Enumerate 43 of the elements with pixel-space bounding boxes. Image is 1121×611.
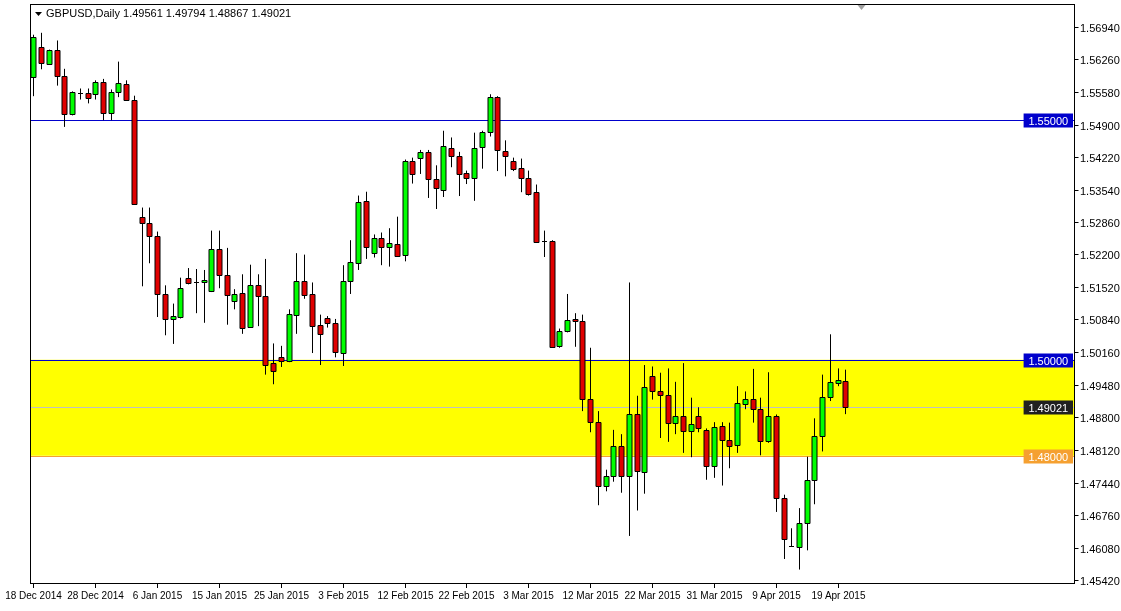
x-tick-label: 6 Jan 2015 xyxy=(132,590,183,601)
x-tick-label: 22 Mar 2015 xyxy=(624,590,682,601)
y-tick-label: 1.51520 xyxy=(1080,281,1120,294)
x-tick-label: 18 Dec 2014 xyxy=(5,590,63,601)
x-tick-label: 28 Dec 2014 xyxy=(67,590,125,601)
y-tick-label: 1.52860 xyxy=(1080,216,1120,229)
x-tick-label: 12 Feb 2015 xyxy=(377,590,435,601)
y-tick-label: 1.55580 xyxy=(1080,86,1120,99)
y-tick-label: 1.50840 xyxy=(1080,313,1120,326)
y-tick-label: 1.47440 xyxy=(1080,477,1120,490)
candlestick xyxy=(193,268,200,314)
chart-title: GBPUSD,Daily 1.49561 1.49794 1.48867 1.49021 xyxy=(46,7,292,19)
y-tick-label: 1.54220 xyxy=(1080,151,1120,164)
y-tick-label: 1.56940 xyxy=(1080,21,1120,34)
candlestick xyxy=(502,139,509,177)
y-tick-label: 1.53540 xyxy=(1080,184,1120,197)
y-tick-label: 1.48120 xyxy=(1080,444,1120,457)
candlestick xyxy=(185,267,192,285)
ref-line-label: 1.49021 xyxy=(1028,401,1069,414)
x-tick-label: 9 Apr 2015 xyxy=(752,590,802,601)
ref-line-label: 1.55000 xyxy=(1028,114,1069,127)
x-tick-label: 3 Feb 2015 xyxy=(318,590,370,601)
x-tick-label: 12 Mar 2015 xyxy=(562,590,620,601)
candlestick xyxy=(77,88,84,101)
candlestick xyxy=(788,527,795,548)
y-tick-label: 1.52200 xyxy=(1080,248,1120,261)
y-tick-label: 1.48800 xyxy=(1080,411,1120,424)
ref-line-label: 1.48000 xyxy=(1028,450,1069,463)
x-tick-label: 31 Mar 2015 xyxy=(686,590,744,601)
x-tick-label: 25 Jan 2015 xyxy=(253,590,310,601)
x-tick-label: 15 Jan 2015 xyxy=(191,590,248,601)
candlestick xyxy=(541,230,548,258)
x-tick-label: 3 Mar 2015 xyxy=(503,590,555,601)
y-tick-label: 1.46760 xyxy=(1080,509,1120,522)
x-tick-label: 19 Apr 2015 xyxy=(811,590,866,601)
ref-line-label: 1.50000 xyxy=(1028,354,1069,367)
y-tick-label: 1.54900 xyxy=(1080,119,1120,132)
y-tick-label: 1.56260 xyxy=(1080,53,1120,66)
y-tick-label: 1.45420 xyxy=(1080,574,1120,587)
x-tick-label: 22 Feb 2015 xyxy=(438,590,496,601)
y-tick-label: 1.50160 xyxy=(1080,346,1120,359)
y-tick-label: 1.46080 xyxy=(1080,542,1120,555)
y-tick-label: 1.49480 xyxy=(1080,379,1120,392)
